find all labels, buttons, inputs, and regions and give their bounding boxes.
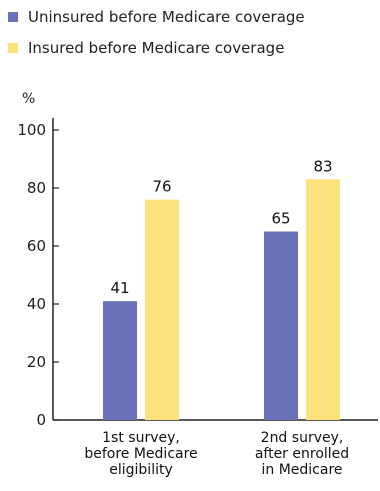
bar xyxy=(145,199,179,420)
legend-label-insured: Insured before Medicare coverage xyxy=(28,39,285,57)
legend-item-uninsured: Uninsured before Medicare coverage xyxy=(8,6,305,28)
legend-swatch-insured xyxy=(8,43,18,53)
data-label: 83 xyxy=(313,157,332,175)
x-tick-label: eligibility xyxy=(109,462,173,478)
x-tick-label: after enrolled xyxy=(255,446,349,462)
data-label: 76 xyxy=(152,178,171,196)
legend: Uninsured before Medicare coverage Insur… xyxy=(8,6,305,68)
legend-item-insured: Insured before Medicare coverage xyxy=(8,37,305,59)
y-tick-label: 0 xyxy=(36,411,46,429)
y-tick-label: 100 xyxy=(17,121,46,139)
y-tick-label: 80 xyxy=(27,179,46,197)
bar xyxy=(306,179,340,420)
y-tick-label: 40 xyxy=(27,295,46,313)
legend-label-uninsured: Uninsured before Medicare coverage xyxy=(28,8,305,26)
x-tick-label: in Medicare xyxy=(261,462,342,478)
y-tick-label: 20 xyxy=(27,353,46,371)
bar xyxy=(264,231,298,420)
data-label: 65 xyxy=(271,210,290,228)
x-tick-label: 1st survey, xyxy=(102,430,180,446)
x-tick-label: before Medicare xyxy=(84,446,197,462)
data-label: 41 xyxy=(110,279,129,297)
bar xyxy=(103,301,137,420)
y-axis-label: % xyxy=(22,91,36,107)
legend-swatch-uninsured xyxy=(8,12,18,22)
x-tick-label: 2nd survey, xyxy=(261,430,344,446)
y-tick-label: 60 xyxy=(27,237,46,255)
